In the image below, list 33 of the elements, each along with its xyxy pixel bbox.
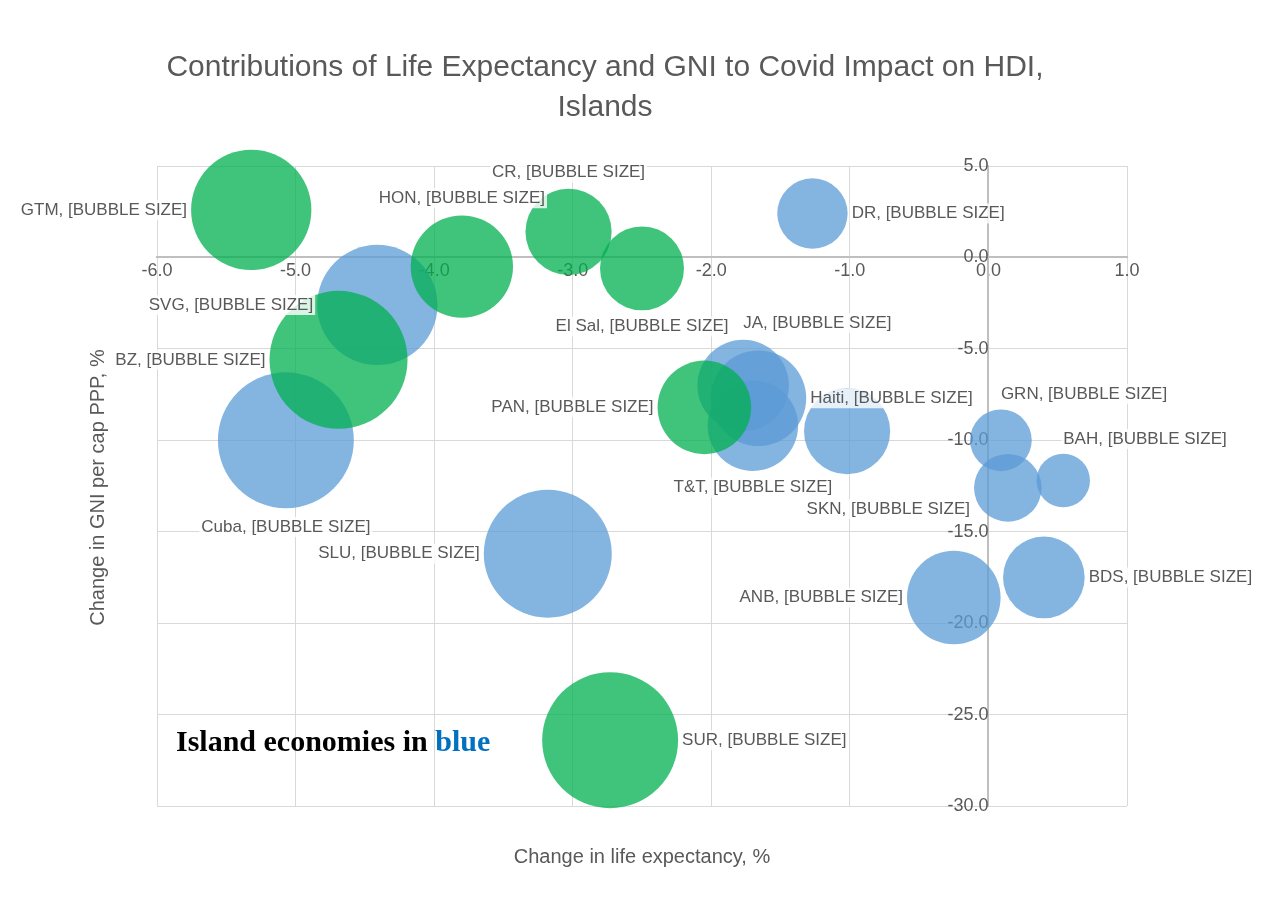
chart-title: Contributions of Life Expectancy and GNI to Covid Impact on HDI, Islands — [165, 48, 1045, 124]
data-label: BZ, [BUBBLE SIZE] — [115, 349, 266, 369]
data-label: PAN, [BUBBLE SIZE] — [491, 397, 654, 417]
data-label: SUR, [BUBBLE SIZE] — [682, 729, 847, 749]
data-label: Cuba, [BUBBLE SIZE] — [201, 516, 371, 536]
data-label: SLU, [BUBBLE SIZE] — [318, 543, 480, 563]
y-tick-label: -5.0 — [957, 337, 989, 358]
y-axis-title: Change in GNI per cap PPP, % — [85, 348, 109, 628]
x-tick-label: -1.0 — [834, 260, 866, 281]
y-tick-label: -30.0 — [947, 794, 989, 815]
data-label: SKN, [BUBBLE SIZE] — [806, 498, 971, 518]
data-label: HON, [BUBBLE SIZE] — [378, 187, 545, 207]
data-label: El Sal, [BUBBLE SIZE] — [555, 316, 729, 336]
annotation: Island economies in blue — [176, 724, 491, 757]
data-label: GTM, [BUBBLE SIZE] — [20, 199, 188, 219]
y-tick-label: -25.0 — [947, 703, 989, 724]
data-label: ANB, [BUBBLE SIZE] — [739, 587, 903, 607]
data-label: SVG, [BUBBLE SIZE] — [148, 294, 314, 314]
data-label: T&T, [BUBBLE SIZE] — [673, 477, 833, 497]
data-label: BDS, [BUBBLE SIZE] — [1088, 567, 1253, 587]
data-label: Haiti, [BUBBLE SIZE] — [810, 387, 973, 407]
data-label: JA, [BUBBLE SIZE] — [743, 312, 892, 332]
x-tick-label: -5.0 — [280, 260, 312, 281]
y-tick-label: -15.0 — [947, 520, 989, 541]
x-tick-label: -2.0 — [695, 260, 727, 281]
data-label: BAH, [BUBBLE SIZE] — [1063, 428, 1227, 448]
data-label: GRN, [BUBBLE SIZE] — [1000, 384, 1168, 404]
data-label: CR, [BUBBLE SIZE] — [492, 162, 646, 182]
y-tick-label: 5.0 — [963, 154, 989, 175]
data-label: DR, [BUBBLE SIZE] — [851, 203, 1005, 223]
x-tick-label: -6.0 — [141, 260, 173, 281]
x-axis-title: Change in life expectancy, % — [512, 845, 772, 868]
x-tick-label: 1.0 — [1114, 260, 1140, 281]
